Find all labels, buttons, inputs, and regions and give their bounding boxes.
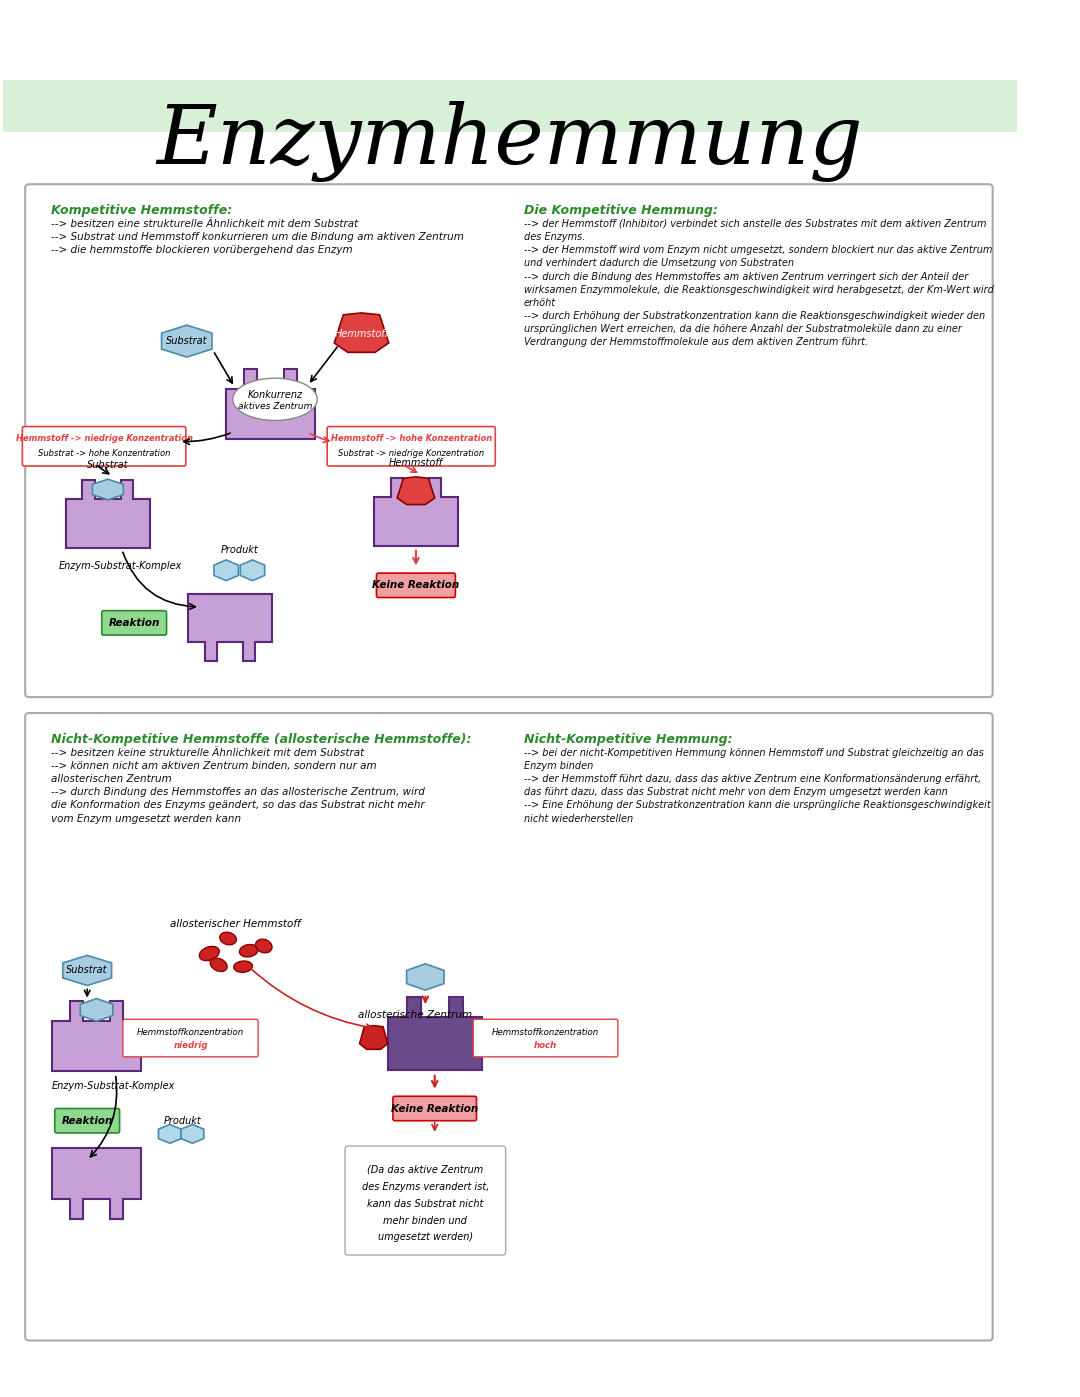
Text: umgesetzt werden): umgesetzt werden) <box>378 1232 473 1242</box>
Text: Hemmstoff -> niedrige Konzentration: Hemmstoff -> niedrige Konzentration <box>15 434 192 443</box>
Text: mehr binden und: mehr binden und <box>383 1215 468 1225</box>
FancyBboxPatch shape <box>55 1108 120 1133</box>
Polygon shape <box>159 1125 181 1143</box>
Polygon shape <box>63 956 111 985</box>
Polygon shape <box>334 313 389 352</box>
Polygon shape <box>93 479 123 500</box>
Polygon shape <box>406 964 444 990</box>
Text: --> durch die Bindung des Hemmstoffes am aktiven Zentrum verringert sich der Ant: --> durch die Bindung des Hemmstoffes am… <box>524 271 968 282</box>
Text: Enzym binden: Enzym binden <box>524 761 593 771</box>
Text: Hemmstoff -> hohe Konzentration: Hemmstoff -> hohe Konzentration <box>330 434 491 443</box>
FancyBboxPatch shape <box>25 184 993 697</box>
Polygon shape <box>80 999 112 1021</box>
Text: allosterischen Zentrum: allosterischen Zentrum <box>52 774 172 784</box>
Ellipse shape <box>219 932 237 944</box>
Text: Produkt: Produkt <box>164 1116 202 1126</box>
FancyBboxPatch shape <box>123 1020 258 1058</box>
Text: --> Eine Erhöhung der Substratkonzentration kann die ursprüngliche Reaktionsgesc: --> Eine Erhöhung der Substratkonzentrat… <box>524 800 990 810</box>
Text: und verhindert dadurch die Umsetzung von Substraten: und verhindert dadurch die Umsetzung von… <box>524 258 794 268</box>
FancyBboxPatch shape <box>473 1020 618 1058</box>
Text: Hemmstoffkonzentration: Hemmstoffkonzentration <box>491 1028 599 1037</box>
Text: Keine Reaktion: Keine Reaktion <box>391 1104 478 1113</box>
Text: Substrat -> niedrige Konzentration: Substrat -> niedrige Konzentration <box>338 450 484 458</box>
FancyBboxPatch shape <box>327 426 496 467</box>
Ellipse shape <box>256 939 272 953</box>
FancyBboxPatch shape <box>377 573 456 598</box>
Text: --> besitzen keine strukturelle Ähnlichkeit mit dem Substrat: --> besitzen keine strukturelle Ähnlichk… <box>52 747 365 757</box>
Text: Substrat: Substrat <box>166 337 207 346</box>
Text: vom Enzym umgesetzt werden kann: vom Enzym umgesetzt werden kann <box>52 813 242 824</box>
Text: Enzym-Substrat-Komplex: Enzym-Substrat-Komplex <box>52 1081 175 1091</box>
Text: Reaktion: Reaktion <box>108 617 160 627</box>
Polygon shape <box>388 996 482 1070</box>
Text: Enzymhemmung: Enzymhemmung <box>157 101 863 182</box>
Text: Substrat: Substrat <box>67 965 108 975</box>
Text: erhöht: erhöht <box>524 298 556 307</box>
Text: Die Kompetitive Hemmung:: Die Kompetitive Hemmung: <box>524 204 718 217</box>
Text: allosterischer Hemmstoff: allosterischer Hemmstoff <box>171 919 301 929</box>
Text: wirksamen Enzymmolekule, die Reaktionsgeschwindigkeit wird herabgesetzt, der Km-: wirksamen Enzymmolekule, die Reaktionsge… <box>524 285 994 295</box>
Ellipse shape <box>240 944 258 957</box>
Ellipse shape <box>233 961 253 972</box>
FancyBboxPatch shape <box>102 610 166 636</box>
Text: --> bei der nicht-Kompetitiven Hemmung können Hemmstoff und Substrat gleichzeiti: --> bei der nicht-Kompetitiven Hemmung k… <box>524 747 984 757</box>
FancyBboxPatch shape <box>25 712 993 1341</box>
Text: Hemmstoff: Hemmstoff <box>335 328 389 338</box>
Text: Verdrangung der Hemmstoffmolekule aus dem aktiven Zentrum führt.: Verdrangung der Hemmstoffmolekule aus de… <box>524 337 868 348</box>
FancyBboxPatch shape <box>345 1146 505 1255</box>
Text: --> der Hemmstoff wird vom Enzym nicht umgesetzt, sondern blockiert nur das akti: --> der Hemmstoff wird vom Enzym nicht u… <box>524 246 993 256</box>
Text: --> durch Erhöhung der Substratkonzentration kann die Reaktionsgeschwindigkeit w: --> durch Erhöhung der Substratkonzentra… <box>524 312 985 321</box>
Text: Substrat: Substrat <box>87 460 129 469</box>
Polygon shape <box>52 1002 141 1071</box>
Text: Kompetitive Hemmstoffe:: Kompetitive Hemmstoffe: <box>52 204 232 217</box>
Text: nicht wiederherstellen: nicht wiederherstellen <box>524 813 633 824</box>
Text: Hemmstoff: Hemmstoff <box>389 458 443 468</box>
Polygon shape <box>66 481 150 548</box>
Text: --> der Hemmstoff führt dazu, dass das aktive Zentrum eine Konformationsänderung: --> der Hemmstoff führt dazu, dass das a… <box>524 774 982 784</box>
Text: aktives Zentrum: aktives Zentrum <box>238 402 312 411</box>
Polygon shape <box>240 560 265 581</box>
Text: Hemmstoffkonzentration: Hemmstoffkonzentration <box>137 1028 244 1037</box>
FancyBboxPatch shape <box>23 426 186 467</box>
Text: --> der Hemmstoff (Inhibitor) verbindet sich anstelle des Substrates mit dem akt: --> der Hemmstoff (Inhibitor) verbindet … <box>524 219 986 229</box>
Text: Nicht-Kompetitive Hemmung:: Nicht-Kompetitive Hemmung: <box>524 733 732 746</box>
Bar <box>2 80 1017 131</box>
Text: Keine Reaktion: Keine Reaktion <box>373 580 460 591</box>
Text: Konkurrenz: Konkurrenz <box>247 390 302 400</box>
Polygon shape <box>226 369 315 439</box>
Text: des Enzyms.: des Enzyms. <box>524 232 585 242</box>
Text: die Konformation des Enzyms geändert, so das das Substrat nicht mehr: die Konformation des Enzyms geändert, so… <box>52 800 426 810</box>
Text: kann das Substrat nicht: kann das Substrat nicht <box>367 1199 484 1208</box>
Text: ursprünglichen Wert erreichen, da die höhere Anzahl der Substratmoleküle dann zu: ursprünglichen Wert erreichen, da die hö… <box>524 324 962 334</box>
Ellipse shape <box>233 379 318 420</box>
Text: --> Substrat und Hemmstoff konkurrieren um die Bindung am aktiven Zentrum: --> Substrat und Hemmstoff konkurrieren … <box>52 232 464 242</box>
Text: Enzym-Substrat-Komplex: Enzym-Substrat-Komplex <box>59 560 183 571</box>
Text: --> die hemmstoffe blockieren vorübergehend das Enzym: --> die hemmstoffe blockieren vorübergeh… <box>52 246 353 256</box>
Text: Reaktion: Reaktion <box>62 1116 113 1126</box>
Text: --> durch Bindung des Hemmstoffes an das allosterische Zentrum, wird: --> durch Bindung des Hemmstoffes an das… <box>52 788 426 798</box>
Text: --> können nicht am aktiven Zentrum binden, sondern nur am: --> können nicht am aktiven Zentrum bind… <box>52 761 377 771</box>
Polygon shape <box>188 594 272 661</box>
Ellipse shape <box>211 958 227 971</box>
Polygon shape <box>374 478 458 546</box>
FancyBboxPatch shape <box>393 1097 476 1120</box>
Polygon shape <box>52 1148 141 1218</box>
Ellipse shape <box>200 946 219 961</box>
Polygon shape <box>181 1125 204 1143</box>
Text: Substrat -> hohe Konzentration: Substrat -> hohe Konzentration <box>38 450 171 458</box>
Text: das führt dazu, dass das Substrat nicht mehr von dem Enzym umgesetzt werden kann: das führt dazu, dass das Substrat nicht … <box>524 788 947 798</box>
Polygon shape <box>397 476 435 504</box>
Text: (Da das aktive Zentrum: (Da das aktive Zentrum <box>367 1165 484 1175</box>
Polygon shape <box>162 326 212 358</box>
Text: niedrig: niedrig <box>173 1041 207 1051</box>
Text: Nicht-Kompetitive Hemmstoffe (allosterische Hemmstoffe):: Nicht-Kompetitive Hemmstoffe (allosteris… <box>52 733 472 746</box>
Text: --> besitzen eine strukturelle Ähnlichkeit mit dem Substrat: --> besitzen eine strukturelle Ähnlichke… <box>52 219 359 229</box>
Polygon shape <box>214 560 239 581</box>
Text: allosterische Zentrum: allosterische Zentrum <box>357 1010 472 1020</box>
Text: hoch: hoch <box>534 1041 557 1051</box>
Text: Produkt: Produkt <box>220 545 258 555</box>
Text: des Enzyms verandert ist,: des Enzyms verandert ist, <box>362 1182 489 1192</box>
Polygon shape <box>360 1025 388 1049</box>
